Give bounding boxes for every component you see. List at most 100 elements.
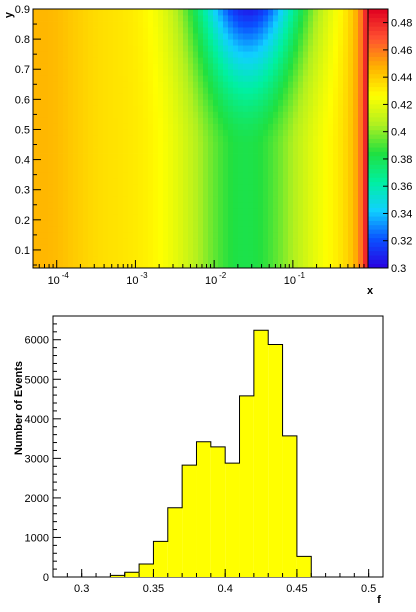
heatmap-cell	[203, 219, 209, 227]
heatmap-cell	[338, 51, 344, 58]
heatmap-cell	[138, 9, 144, 16]
heatmap-cell	[328, 81, 334, 88]
heatmap-cell	[273, 213, 279, 221]
heatmap-cell	[83, 213, 89, 221]
heatmap-cell	[238, 195, 244, 203]
heatmap-cell	[293, 237, 299, 245]
heatmap-cell	[268, 231, 274, 239]
heatmap-cell	[258, 105, 264, 112]
histogram-bar	[296, 556, 312, 577]
heatmap-cell	[43, 195, 49, 203]
heatmap-cell	[308, 75, 314, 82]
heatmap-cell	[68, 249, 74, 257]
heatmap-cell	[268, 63, 274, 70]
heatmap-cell	[63, 189, 69, 197]
heatmap-cell	[73, 75, 79, 82]
colorbar-swatch	[368, 229, 388, 234]
heatmap-cell	[183, 237, 189, 245]
heatmap-cell	[213, 231, 219, 239]
heatmap-cell	[353, 93, 359, 100]
heatmap-cell	[138, 69, 144, 76]
heatmap-cell	[333, 33, 339, 40]
heatmap-cell	[103, 69, 109, 76]
heatmap-cell	[218, 249, 224, 257]
heatmap-cell	[188, 159, 194, 166]
heatmap-cell	[98, 93, 104, 100]
heatmap-cell	[338, 183, 344, 191]
heatmap-cell	[243, 9, 249, 16]
heatmap-cell	[158, 93, 164, 100]
heatmap-cell	[168, 165, 174, 173]
heatmap-cell	[73, 147, 79, 154]
heatmap-cell	[53, 75, 59, 82]
heatmap-cell	[133, 255, 139, 263]
heatmap-cell	[303, 219, 309, 227]
heatmap-cell	[318, 33, 324, 40]
histogram-y-tick-label: 2000	[25, 493, 49, 505]
heatmap-cell	[173, 177, 179, 185]
heatmap-cell	[178, 201, 184, 209]
heatmap-cell	[348, 177, 354, 185]
heatmap-cell	[218, 153, 224, 160]
heatmap-cell	[58, 33, 64, 40]
heatmap-cell	[238, 9, 244, 16]
heatmap-cell	[238, 135, 244, 142]
heatmap-cell	[298, 39, 304, 46]
heatmap-cell	[123, 87, 129, 94]
heatmap-cell	[318, 213, 324, 221]
heatmap-cell	[278, 177, 284, 185]
heatmap-cell	[173, 243, 179, 251]
heatmap-cell	[88, 171, 94, 179]
heatmap-cell	[98, 207, 104, 215]
heatmap-cell	[163, 27, 169, 34]
heatmap-cell	[248, 75, 254, 82]
heatmap-cell	[213, 81, 219, 88]
heatmap-cell	[98, 111, 104, 118]
heatmap-cell	[73, 129, 79, 136]
heatmap-cell	[193, 135, 199, 142]
heatmap-cell	[238, 201, 244, 209]
heatmap-cell	[293, 135, 299, 142]
heatmap-cell	[178, 135, 184, 142]
heatmap-cell	[183, 261, 189, 269]
heatmap-cell	[113, 165, 119, 173]
heatmap-cell	[53, 141, 59, 148]
heatmap-cell	[163, 87, 169, 94]
heatmap-cell	[158, 123, 164, 130]
heatmap-cell	[83, 249, 89, 257]
heatmap-cell	[113, 213, 119, 221]
heatmap-cell	[178, 255, 184, 263]
heatmap-cell	[198, 105, 204, 112]
heatmap-cell	[158, 135, 164, 142]
heatmap-cell	[303, 231, 309, 239]
heatmap-cell	[188, 231, 194, 239]
heatmap-cell	[83, 75, 89, 82]
heatmap-cell	[328, 171, 334, 179]
heatmap-cell	[53, 165, 59, 173]
heatmap-cell	[208, 33, 214, 40]
heatmap-cell	[248, 63, 254, 70]
heatmap-cell	[353, 141, 359, 148]
heatmap-cell	[63, 147, 69, 154]
heatmap-cell	[273, 159, 279, 166]
heatmap-cell	[208, 15, 214, 22]
heatmap-cell	[248, 141, 254, 148]
heatmap-cell	[33, 87, 39, 94]
heatmap-cell	[73, 171, 79, 179]
heatmap-cell	[243, 45, 249, 52]
heatmap-cell	[153, 207, 159, 215]
heatmap-cell	[253, 123, 259, 130]
heatmap-cell	[338, 105, 344, 112]
heatmap-cell	[163, 207, 169, 215]
heatmap-cell	[273, 147, 279, 154]
heatmap-cell	[328, 231, 334, 239]
heatmap-cell	[43, 87, 49, 94]
heatmap-cell	[253, 129, 259, 136]
heatmap-cell	[78, 231, 84, 239]
heatmap-cell	[138, 99, 144, 106]
heatmap-cell	[348, 111, 354, 118]
heatmap-cell	[153, 153, 159, 160]
heatmap-cell	[103, 75, 109, 82]
heatmap-cell	[293, 147, 299, 154]
heatmap-cell	[88, 63, 94, 70]
